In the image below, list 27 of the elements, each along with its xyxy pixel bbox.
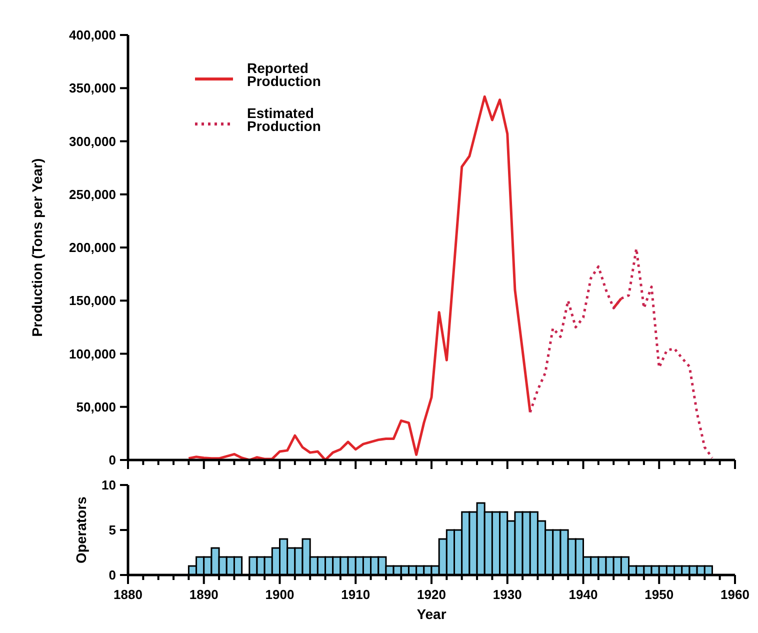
y-axis-title: Operators: [73, 496, 89, 564]
y-tick-label: 0: [108, 568, 116, 582]
y-tick-label: 150,000: [69, 293, 116, 308]
x-tick-label: 1880: [114, 587, 142, 602]
line-series: [528, 247, 714, 460]
y-tick-label: 300,000: [69, 134, 116, 149]
x-tick-label: 1890: [189, 587, 218, 602]
x-tick-label: 1940: [568, 587, 598, 602]
x-tick-label: 1910: [341, 587, 370, 602]
x-tick-label: 1920: [417, 587, 446, 602]
legend-label: Reported Production: [247, 60, 321, 89]
y-tick-label: 200,000: [69, 240, 116, 255]
x-tick-label: 1900: [265, 587, 294, 602]
y-tick-label: 250,000: [69, 186, 116, 202]
x-axis-title: Year: [416, 606, 447, 622]
y-tick-label: 5: [108, 522, 116, 538]
x-tick-label: 1930: [492, 587, 522, 602]
y-tick-label: 400,000: [69, 28, 116, 42]
y-tick-label: 350,000: [69, 80, 116, 96]
y-tick-label: 0: [108, 452, 116, 468]
y-axis-title: Production (Tons per Year): [29, 158, 45, 337]
y-tick-label: 100,000: [69, 346, 116, 362]
y-tick-label: 10: [102, 478, 116, 492]
y-tick-label: 50,000: [76, 399, 116, 414]
legend-label: Estimated Production: [247, 105, 321, 134]
x-tick-label: 1960: [720, 587, 750, 602]
x-tick-label: 1950: [644, 587, 674, 602]
